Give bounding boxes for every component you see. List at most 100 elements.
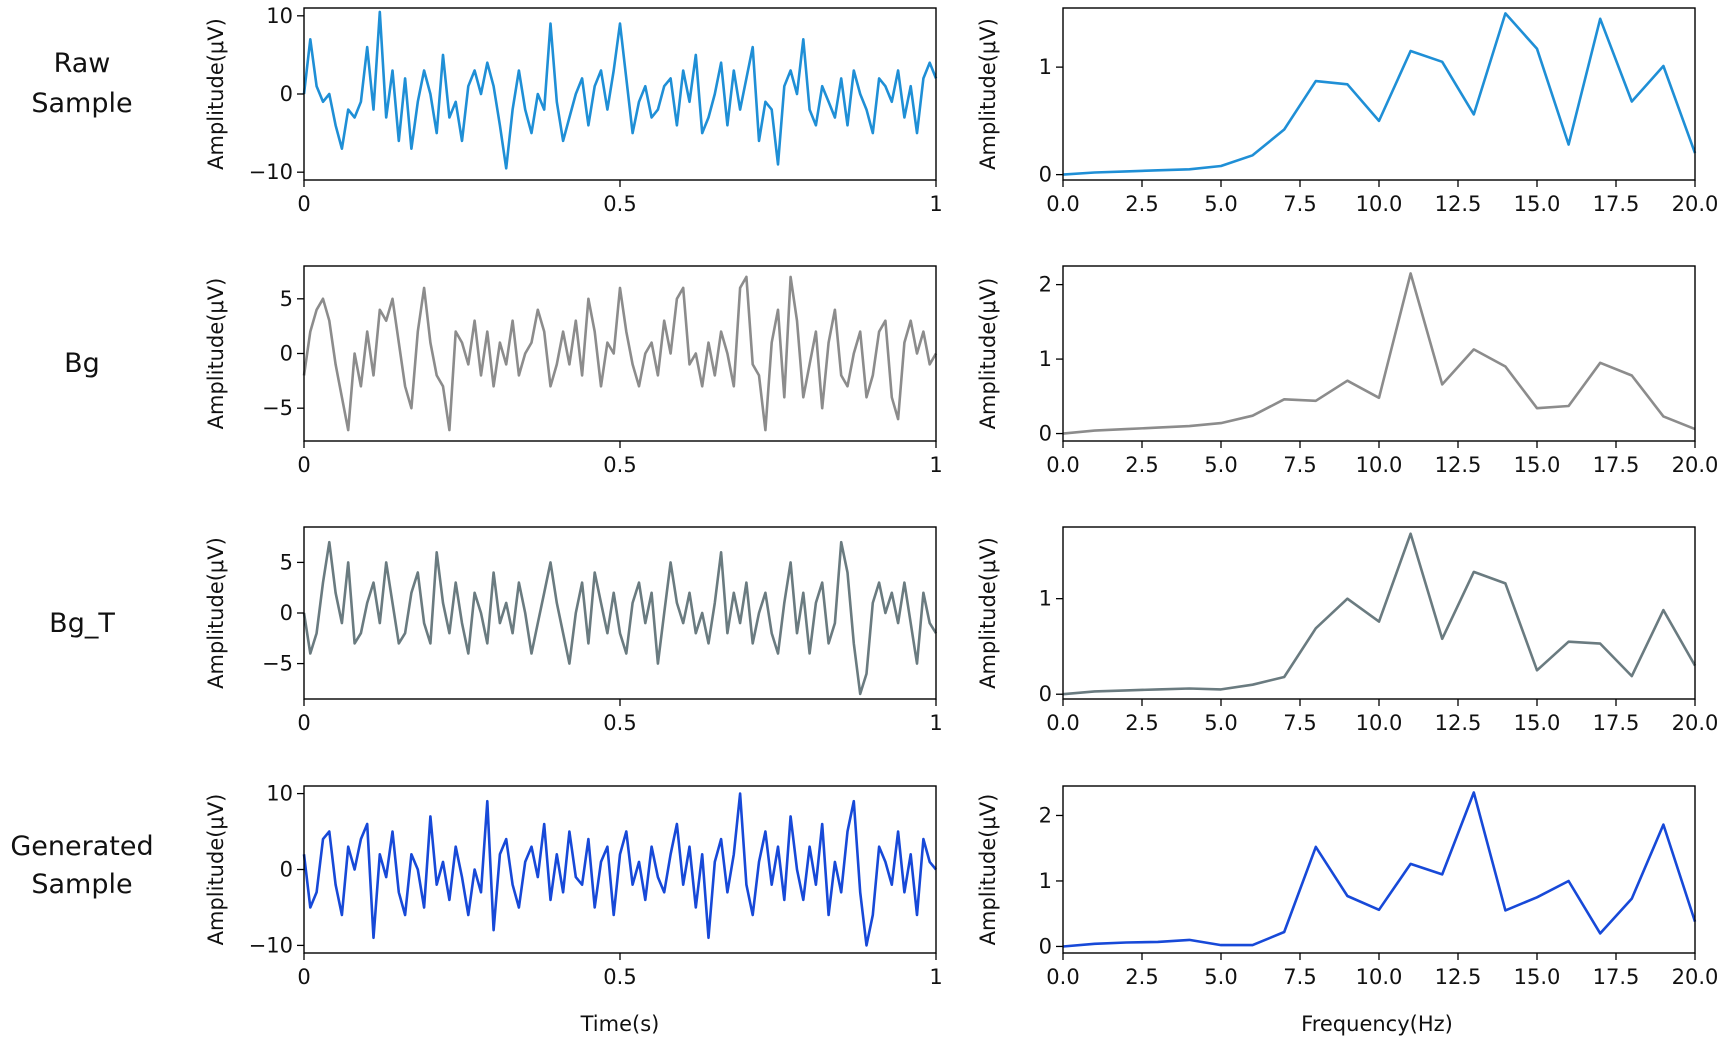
y-tick-label: 5: [280, 550, 293, 574]
y-tick-label: 5: [280, 287, 293, 311]
x-tick-label: 20.0: [1672, 711, 1719, 735]
series-line: [302, 275, 938, 432]
x-tick-label: 7.5: [1283, 192, 1316, 216]
series-line: [302, 10, 938, 170]
x-tick-label: 15.0: [1514, 711, 1561, 735]
y-tick-label: −5: [262, 396, 293, 420]
x-tick-label: 0.5: [603, 453, 636, 477]
x-tick-label: 0: [297, 192, 310, 216]
y-tick-label: 1: [1039, 869, 1052, 893]
x-tick-label: 10.0: [1356, 453, 1403, 477]
x-tick-label: 7.5: [1283, 453, 1316, 477]
row-label: Raw: [54, 48, 111, 79]
series-line: [302, 792, 938, 947]
x-tick-label: 12.5: [1435, 965, 1482, 989]
x-tick-label: 2.5: [1125, 711, 1158, 735]
x-tick-label: 7.5: [1283, 711, 1316, 735]
x-tick-label: 0: [297, 965, 310, 989]
x-tick-label: 2.5: [1125, 192, 1158, 216]
x-tick-label: 17.5: [1593, 965, 1640, 989]
x-tick-label: 2.5: [1125, 453, 1158, 477]
x-tick-label: 0.0: [1046, 965, 1079, 989]
series-line: [302, 540, 938, 696]
y-axis-label: Amplitude(μV): [204, 278, 228, 430]
row-label: Sample: [31, 869, 132, 900]
chart-panel-freq-2: 0.0 2.5 5.0 7.5 10.0 12.5 15.0 17.5 20.0 0 1 Amplit…: [976, 526, 1719, 735]
y-tick-label: 10: [266, 782, 293, 806]
y-tick-label: −5: [262, 652, 293, 676]
x-tick-label: 0.0: [1046, 453, 1079, 477]
plot-frame: [303, 785, 937, 954]
x-tick-label: 1: [929, 192, 942, 216]
y-axis-label: Amplitude(μV): [204, 18, 228, 170]
series-line: [1062, 12, 1697, 176]
x-tick-label: 12.5: [1435, 453, 1482, 477]
y-tick-label: 0: [1039, 934, 1052, 958]
chart-panel-time-2: 0 0.5 1 −5 0 5 Amplitude(μV): [204, 526, 943, 735]
x-tick-label: 17.5: [1593, 711, 1640, 735]
y-tick-label: 0: [1039, 422, 1052, 446]
plot-frame: [1062, 785, 1696, 954]
y-tick-label: 2: [1039, 803, 1052, 827]
x-tick-label: 20.0: [1672, 453, 1719, 477]
x-tick-label: 20.0: [1672, 192, 1719, 216]
y-tick-label: −10: [249, 160, 293, 184]
row-labels: Raw Sample Bg Bg_T Generated Sample: [10, 48, 153, 900]
y-tick-label: 0: [1039, 163, 1052, 187]
x-tick-label: 0.0: [1046, 192, 1079, 216]
y-tick-label: 0: [280, 82, 293, 106]
x-axis-label-frequency: Frequency(Hz): [1301, 1012, 1453, 1036]
x-tick-label: 0: [297, 453, 310, 477]
chart-panel-freq-0: 0.0 2.5 5.0 7.5 10.0 12.5 15.0 17.5 20.0 0 1 Amplit…: [976, 7, 1719, 216]
y-tick-label: 1: [1039, 55, 1052, 79]
y-axis-label: Amplitude(μV): [976, 278, 1000, 430]
x-axis-label-time: Time(s): [580, 1012, 660, 1036]
row-label: Bg: [64, 348, 100, 379]
x-tick-label: 0.5: [603, 192, 636, 216]
x-tick-label: 0.0: [1046, 711, 1079, 735]
x-tick-label: 10.0: [1356, 965, 1403, 989]
y-tick-label: 1: [1039, 347, 1052, 371]
x-tick-label: 1: [929, 965, 942, 989]
x-tick-label: 5.0: [1204, 965, 1237, 989]
y-axis-label: Amplitude(μV): [976, 537, 1000, 689]
y-tick-label: 10: [266, 4, 293, 28]
y-tick-label: 0: [1039, 682, 1052, 706]
x-tick-label: 0.5: [603, 711, 636, 735]
y-tick-label: 0: [280, 858, 293, 882]
row-label: Generated: [10, 831, 153, 862]
x-tick-label: 12.5: [1435, 192, 1482, 216]
x-tick-label: 5.0: [1204, 711, 1237, 735]
y-tick-label: 0: [280, 342, 293, 366]
y-tick-label: −10: [249, 933, 293, 957]
x-tick-label: 15.0: [1514, 192, 1561, 216]
y-tick-label: 1: [1039, 587, 1052, 611]
chart-panel-time-1: 0 0.5 1 −5 0 5 Amplitude(μV): [204, 265, 943, 477]
x-tick-label: 5.0: [1204, 192, 1237, 216]
series-line: [1062, 272, 1696, 435]
y-axis-label: Amplitude(μV): [976, 18, 1000, 170]
y-axis-label: Amplitude(μV): [204, 794, 228, 946]
x-tick-label: 17.5: [1593, 453, 1640, 477]
x-tick-label: 17.5: [1593, 192, 1640, 216]
y-tick-label: 2: [1039, 273, 1052, 297]
x-tick-label: 2.5: [1125, 965, 1158, 989]
x-tick-label: 0.5: [603, 965, 636, 989]
x-tick-label: 10.0: [1356, 711, 1403, 735]
y-axis-label: Amplitude(μV): [976, 794, 1000, 946]
x-tick-label: 0: [297, 711, 310, 735]
y-axis-label: Amplitude(μV): [204, 537, 228, 689]
chart-panel-freq-1: 0.0 2.5 5.0 7.5 10.0 12.5 15.0 17.5 20.0 0 1 2 Ampli…: [976, 265, 1719, 477]
series-line: [1062, 532, 1697, 696]
x-tick-label: 20.0: [1672, 965, 1719, 989]
x-tick-label: 12.5: [1435, 711, 1482, 735]
row-label: Bg_T: [49, 608, 115, 639]
x-tick-label: 7.5: [1283, 965, 1316, 989]
x-tick-label: 1: [929, 453, 942, 477]
x-tick-label: 5.0: [1204, 453, 1237, 477]
plot-frame: [1062, 265, 1696, 442]
y-tick-label: 0: [280, 601, 293, 625]
